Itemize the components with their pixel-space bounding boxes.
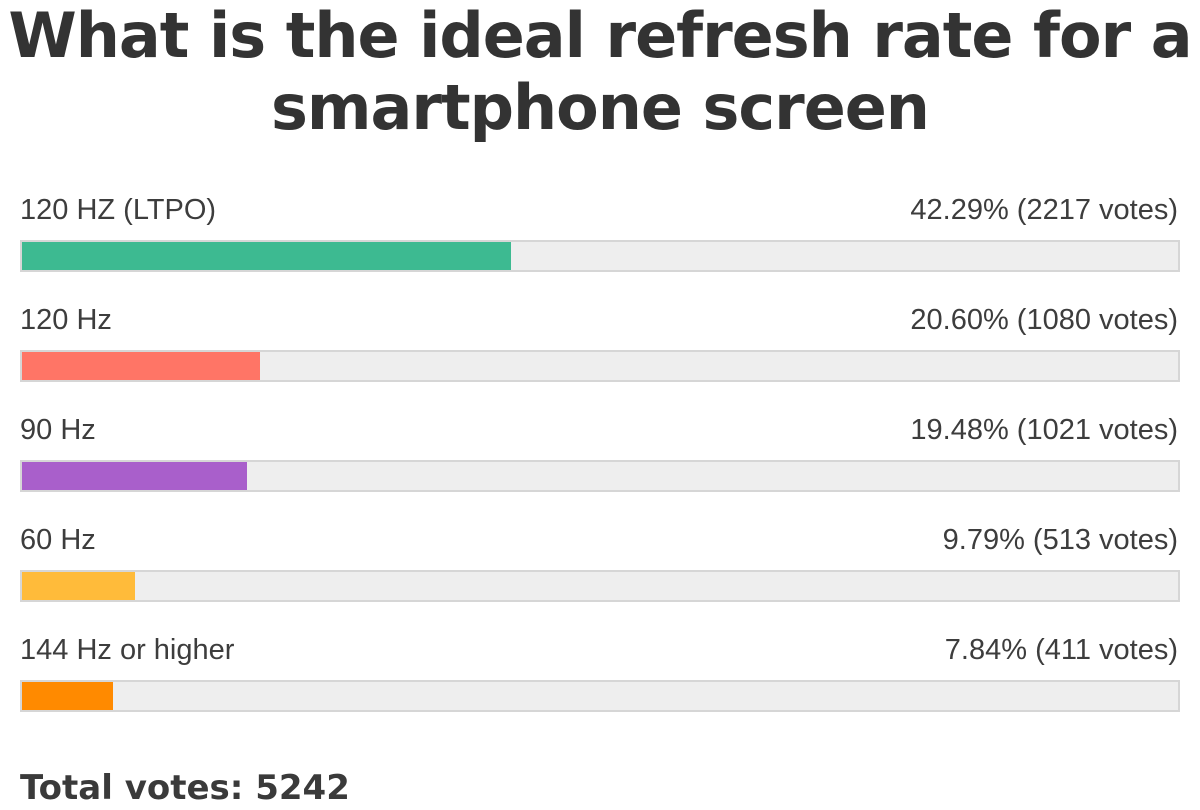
bar-track [20,460,1180,492]
option-result: 20.60% (1080 votes) [910,304,1178,336]
option-label: 144 Hz or higher [20,634,235,666]
option-header: 90 Hz 19.48% (1021 votes) [20,408,1180,458]
option-header: 120 HZ (LTPO) 42.29% (2217 votes) [20,188,1180,238]
poll-option: 90 Hz 19.48% (1021 votes) [20,408,1180,518]
bar-track [20,570,1180,602]
bar-fill [22,242,511,270]
poll-option: 120 HZ (LTPO) 42.29% (2217 votes) [20,188,1180,298]
bar-fill [22,352,261,380]
poll-option: 60 Hz 9.79% (513 votes) [20,518,1180,628]
option-header: 144 Hz or higher 7.84% (411 votes) [20,628,1180,678]
option-label: 60 Hz [20,524,96,556]
bar-track [20,240,1180,272]
poll-option: 120 Hz 20.60% (1080 votes) [20,298,1180,408]
option-label: 120 HZ (LTPO) [20,194,217,226]
option-header: 60 Hz 9.79% (513 votes) [20,518,1180,568]
bar-track [20,680,1180,712]
bar-fill [22,572,136,600]
total-votes: Total votes: 5242 [20,768,350,808]
option-result: 9.79% (513 votes) [942,524,1178,556]
poll-options: 120 HZ (LTPO) 42.29% (2217 votes) 120 Hz 20… [20,188,1180,738]
option-result: 7.84% (411 votes) [944,634,1178,666]
bar-fill [22,682,113,710]
bar-track [20,350,1180,382]
option-result: 42.29% (2217 votes) [910,194,1178,226]
bar-fill [22,462,248,490]
option-result: 19.48% (1021 votes) [910,414,1178,446]
poll-option: 144 Hz or higher 7.84% (411 votes) [20,628,1180,738]
option-label: 90 Hz [20,414,96,446]
option-label: 120 Hz [20,304,112,336]
option-header: 120 Hz 20.60% (1080 votes) [20,298,1180,348]
poll-title: What is the ideal refresh rate for a sma… [8,0,1192,144]
